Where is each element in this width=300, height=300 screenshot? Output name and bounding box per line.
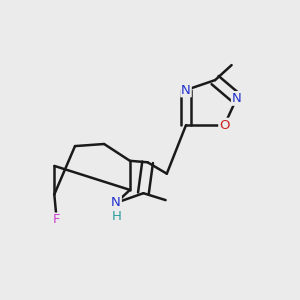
Text: N: N — [232, 92, 242, 105]
Text: F: F — [53, 213, 61, 226]
Text: N: N — [111, 196, 121, 209]
Text: O: O — [219, 118, 230, 132]
Text: N: N — [181, 83, 191, 97]
Text: H: H — [112, 210, 122, 223]
